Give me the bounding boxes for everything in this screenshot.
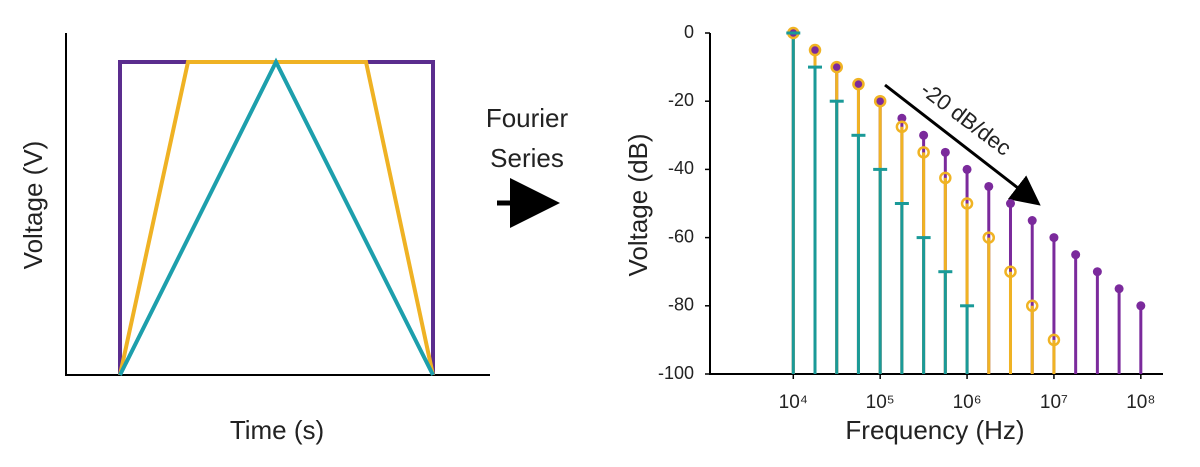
x-axis-label: Frequency (Hz) [845,415,1024,445]
x-tick-label: 10⁷ [1040,392,1068,413]
marker [960,197,974,210]
marker [982,231,996,244]
y-tick-label: -60 [668,226,694,246]
arrow-label: Series [490,143,564,173]
x-tick-label: 10⁵ [866,392,895,413]
marker [1092,267,1102,277]
marker [919,130,929,140]
marker [853,79,863,89]
transform-arrow: Fourier Series [486,103,569,228]
marker [917,146,930,159]
marker [1071,250,1081,260]
marker [940,147,950,157]
y-axis-label: Voltage (V) [18,141,48,270]
time-domain: Voltage (V) Time (s) [18,33,490,445]
marker [1114,284,1124,294]
y-tick-label: -40 [668,158,694,178]
x-tick-label: 10⁴ [779,392,808,413]
marker [1025,299,1039,313]
marker [808,43,822,57]
marker [810,45,820,55]
arrow-label: Fourier [486,103,569,133]
marker [830,60,843,74]
y-tick-label: -20 [668,90,694,110]
y-axis-label: Voltage (dB) [623,133,653,276]
marker [939,171,952,185]
trapezoid-wave [118,60,435,376]
marker [852,77,865,91]
marker [1027,216,1037,226]
x-axis-label: Time (s) [230,415,324,445]
spectrum-chart: Voltage (dB) Frequency (Hz) -20 dB/dec 0… [623,22,1163,445]
marker [832,62,842,72]
marker [897,113,907,123]
y-tick-label: -80 [668,295,694,315]
y-tick-label: 0 [684,22,694,42]
x-tick-label: 10⁶ [953,392,982,413]
marker [1047,333,1061,347]
marker [962,164,972,174]
annotation-arrow [884,83,1041,206]
marker [873,94,887,108]
square-wave [118,60,435,375]
x-tick-label: 10⁸ [1126,392,1155,413]
axes [65,33,490,376]
marker [1005,199,1015,208]
marker [895,120,909,134]
marker [1004,265,1017,278]
marker [1136,301,1146,311]
y-tick-label: -100 [658,363,694,383]
triangle-wave [118,57,435,376]
marker [1049,233,1059,243]
marker [875,96,885,106]
marker [984,181,994,191]
